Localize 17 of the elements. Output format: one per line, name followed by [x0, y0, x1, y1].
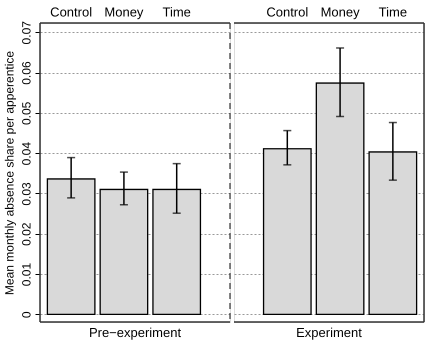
x-tick-label: Control — [266, 4, 308, 20]
y-tick-label: 0.01 — [20, 262, 34, 286]
x-tick-label: Money — [104, 4, 144, 20]
y-tick-label: 0 — [20, 311, 34, 318]
y-tick-label: 0.02 — [20, 222, 34, 246]
x-tick-label: Control — [50, 4, 92, 20]
x-axis-title: Experiment — [296, 324, 362, 340]
x-tick-label: Time — [378, 4, 408, 20]
y-axis-title: Mean monthly absence share per apperentice — [2, 50, 16, 296]
y-tick-label: 0.06 — [20, 61, 34, 85]
x-tick-label: Time — [162, 4, 191, 20]
x-axis-title: Pre−experiment — [88, 324, 182, 340]
y-tick-label: 0.03 — [20, 182, 34, 206]
y-tick-label: 0.04 — [20, 142, 34, 166]
x-tick-label: Money — [320, 4, 360, 20]
y-tick-label: 0.05 — [20, 101, 34, 126]
y-tick-label: 0.07 — [20, 20, 34, 44]
